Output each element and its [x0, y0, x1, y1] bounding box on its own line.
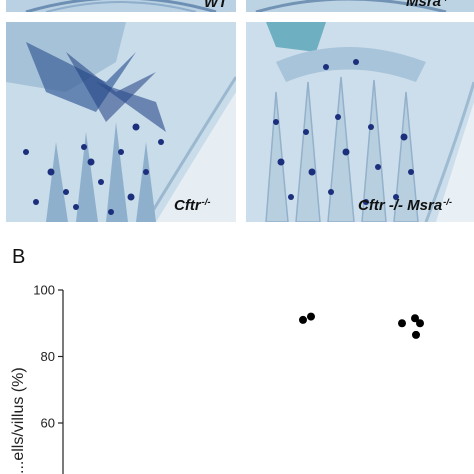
data-point	[416, 319, 424, 328]
tissue-image-wt	[6, 0, 236, 12]
histology-tile-wt: WT	[6, 0, 236, 12]
y-tick-label: 100	[33, 283, 55, 298]
tile-label-msra: Msra-/-	[406, 0, 451, 11]
chart-ticks: 60 80 100	[33, 283, 63, 431]
chart-points	[299, 312, 424, 339]
histology-tile-cftr-msra: Cftr -/- Msra-/-	[246, 22, 474, 222]
data-point	[412, 330, 420, 339]
y-tick-label: 80	[41, 349, 55, 364]
y-axis-title: ...ells/villus (%)	[10, 367, 27, 474]
tile-label-cftr: Cftr-/-	[174, 197, 211, 215]
histology-tile-msra: Msra-/-	[246, 0, 474, 12]
tissue-image-msra	[246, 0, 474, 12]
scatter-chart: 60 80 100 ...ells/villus (%)	[10, 283, 424, 474]
tile-label-wt: WT	[204, 0, 228, 11]
y-tick-label: 60	[41, 416, 55, 431]
tile-label-cftr-msra: Cftr -/- Msra-/-	[358, 197, 452, 215]
tissue-image-cftr	[6, 22, 236, 222]
data-point	[398, 319, 406, 328]
histology-tile-cftr: Cftr-/-	[6, 22, 236, 222]
tissue-image-cftr-msra	[246, 22, 474, 222]
panel-label-b: B	[12, 246, 26, 268]
data-point	[299, 315, 307, 324]
data-point	[307, 312, 315, 321]
data-point	[411, 314, 419, 323]
